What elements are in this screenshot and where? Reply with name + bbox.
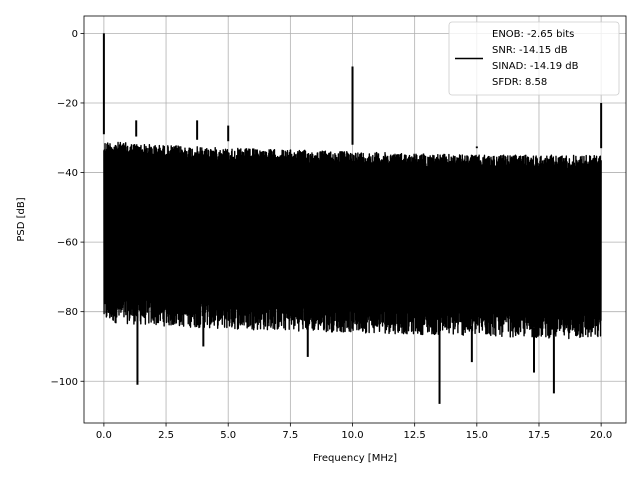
x-tick-label: 20.0 (590, 430, 612, 441)
legend-entry-line: ENOB: -2.65 bits (492, 29, 574, 40)
y-axis-label: PSD [dB] (16, 197, 27, 241)
psd-trace-line (103, 141, 602, 340)
legend-box (448, 21, 620, 96)
plot-area (102, 33, 603, 404)
x-tick-label: 2.5 (158, 430, 174, 441)
y-tick-label: −100 (51, 377, 78, 388)
y-tick-label: 0 (72, 29, 78, 40)
axes-frame (83, 15, 627, 424)
x-tick-label: 5.0 (220, 430, 236, 441)
legend-entry-line: SFDR: 8.58 (492, 77, 547, 88)
x-tick-label: 10.0 (341, 430, 363, 441)
y-tick-label: −60 (57, 238, 78, 249)
x-tick-label: 17.5 (528, 430, 550, 441)
legend-entry-line: SINAD: -14.19 dB (492, 61, 579, 72)
x-tick-label: 7.5 (282, 430, 298, 441)
axis-ticks: 0.0 2.5 5.0 7.5 10.0 12.5 15.0 17.5 20.0 0 −20 −40 −… (51, 29, 613, 441)
x-tick-label: 0.0 (96, 430, 112, 441)
legend: ENOB: -2.65 bits SNR: -14.15 dB SINAD: -14… (448, 21, 620, 96)
x-tick-label: 15.0 (466, 430, 488, 441)
legend-entry-line: SNR: -14.15 dB (492, 45, 568, 56)
x-axis-label: Frequency [MHz] (313, 453, 397, 464)
x-tick-label: 12.5 (404, 430, 426, 441)
y-tick-label: −80 (57, 307, 78, 318)
y-tick-label: −40 (57, 168, 78, 179)
y-tick-label: −20 (57, 98, 78, 109)
